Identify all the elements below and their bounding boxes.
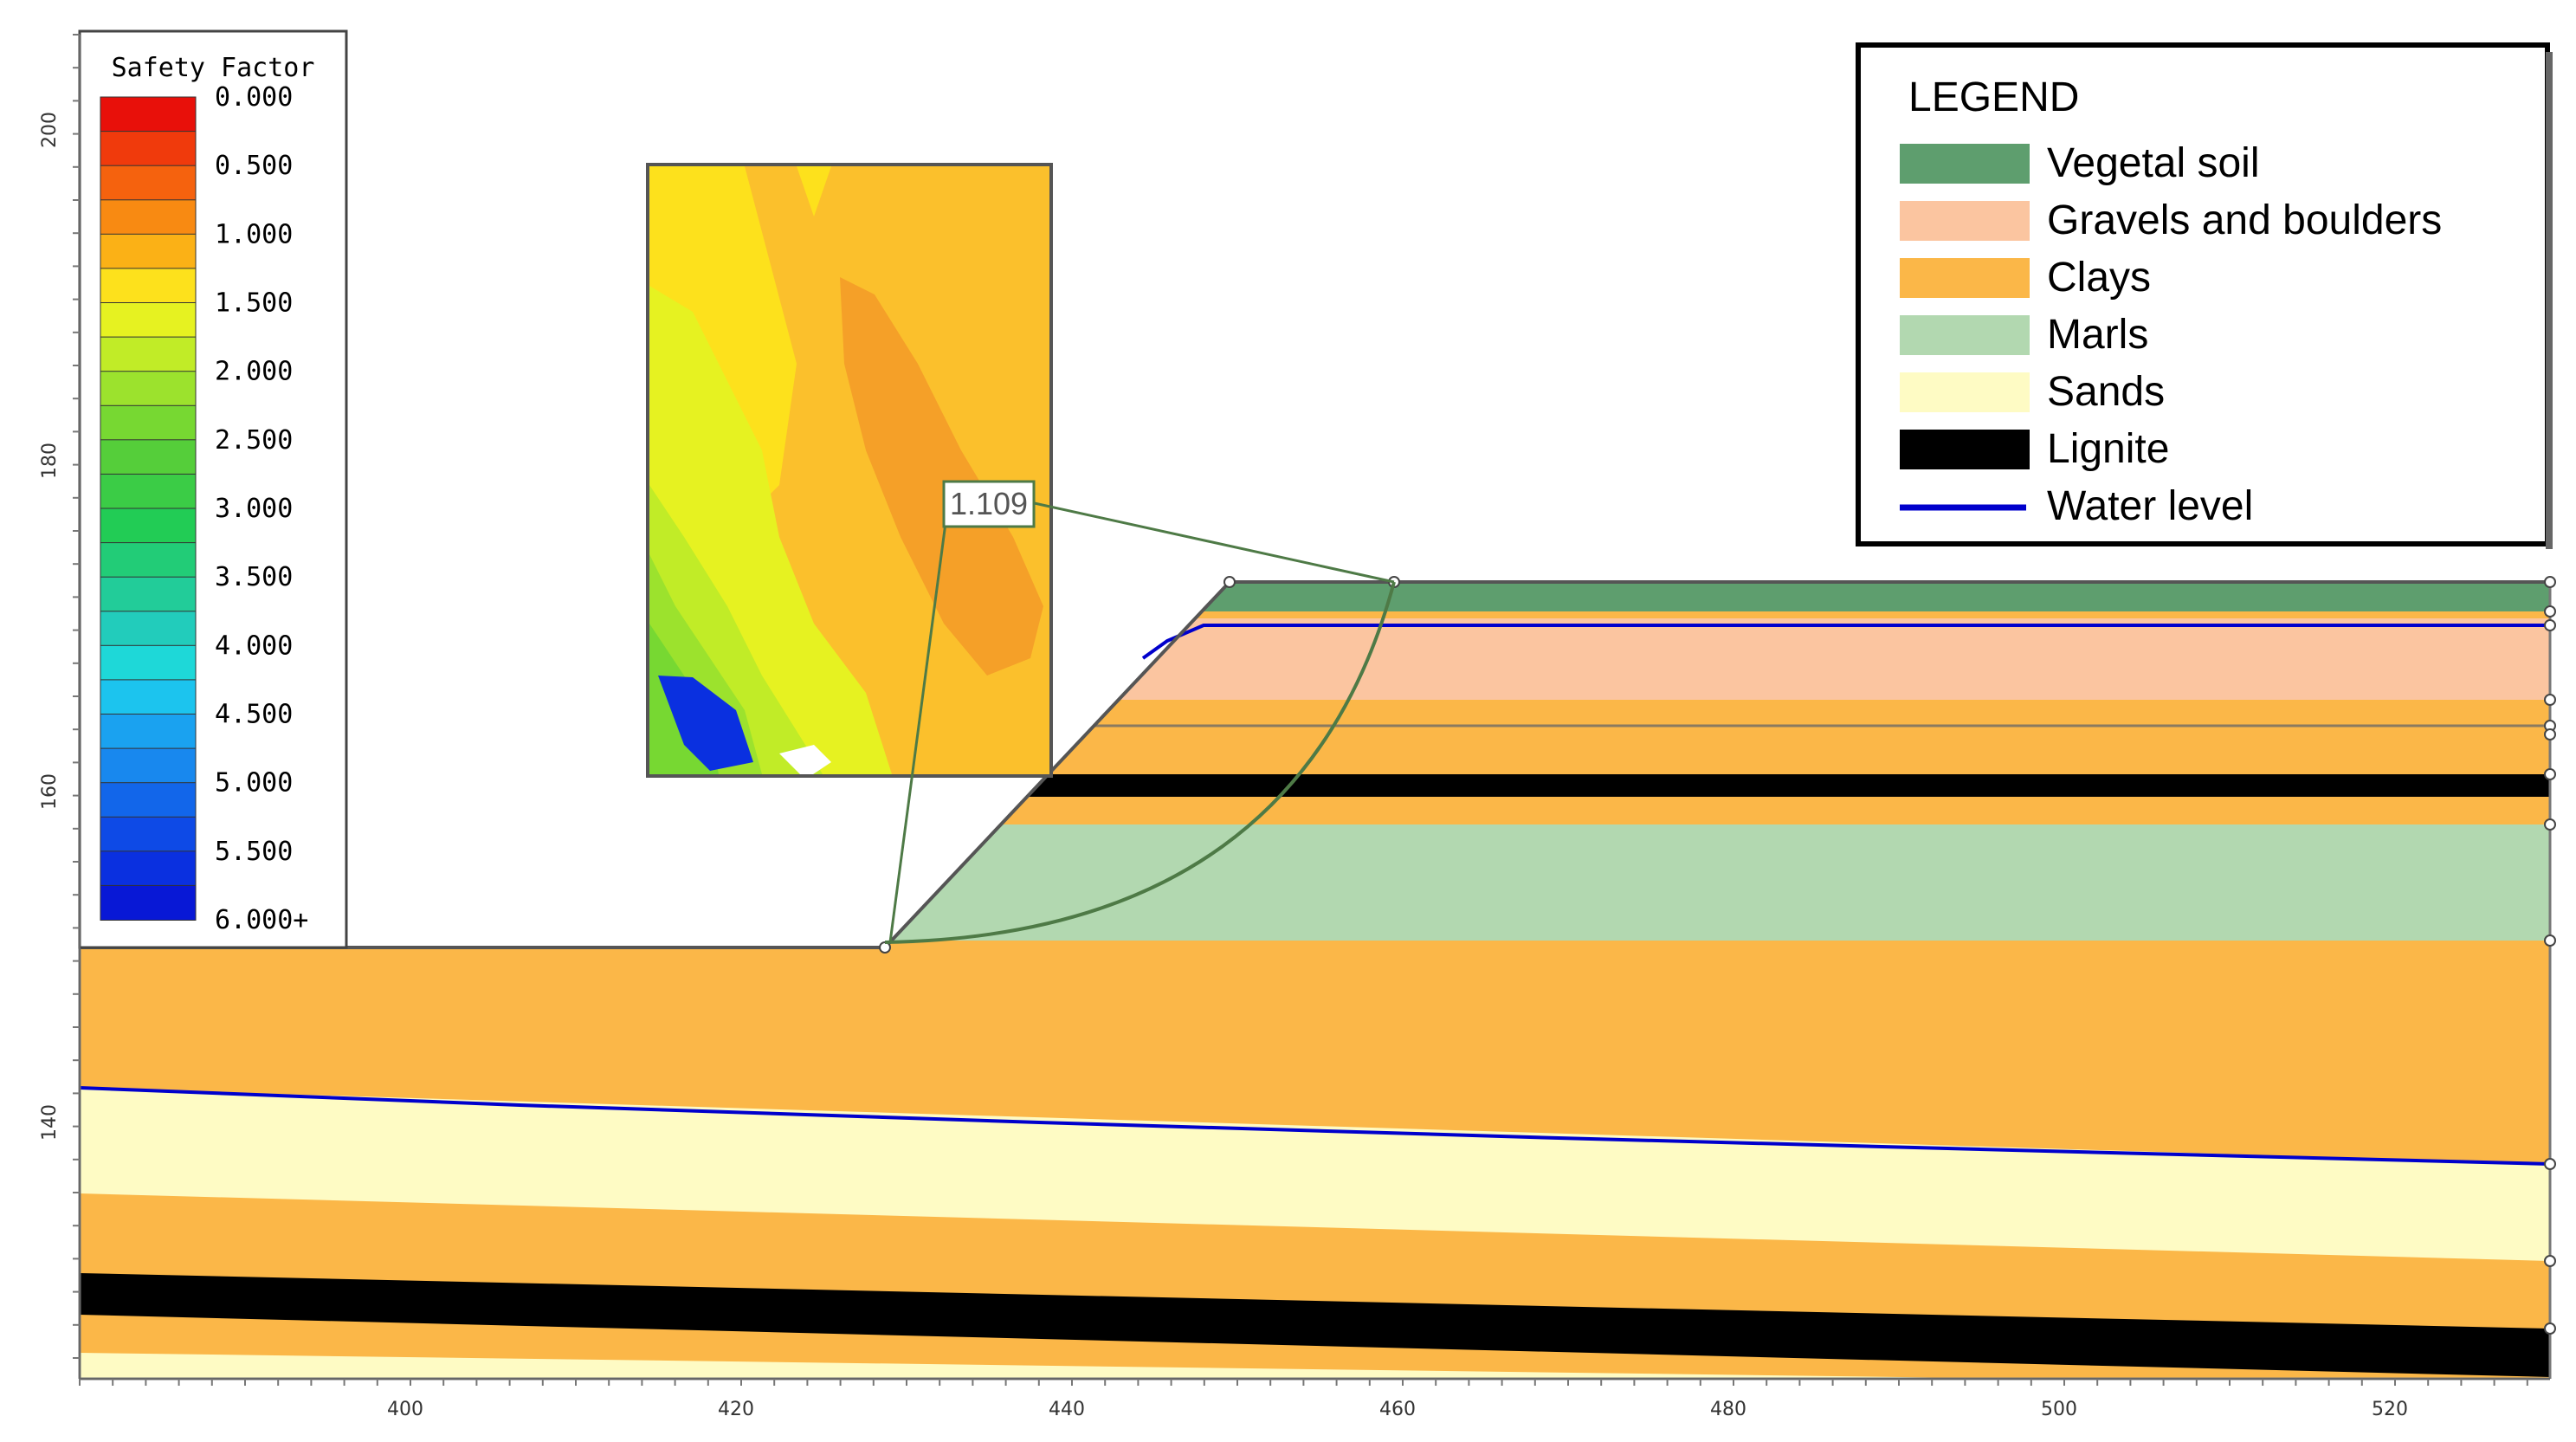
scale-swatches — [100, 96, 197, 921]
scale-swatch — [100, 747, 197, 784]
scale-swatch — [100, 131, 197, 167]
vegetal-soil-layer — [80, 582, 2550, 611]
scale-swatch — [100, 782, 197, 818]
scale-tick-label: 1.000 — [215, 219, 293, 249]
legend-label: Clays — [2047, 255, 2151, 301]
scale-swatch — [100, 268, 197, 304]
legend-label: Water level — [2047, 483, 2253, 529]
legend-title: LEGEND — [1908, 74, 2079, 120]
y-tick-label: 200 — [39, 112, 61, 148]
legend-item: Water level — [1900, 483, 2253, 529]
y-tick-label: 140 — [39, 1104, 61, 1141]
safety-factor-scale: Safety Factor 0.000 0.500 1.000 1.500 2.000 2… — [78, 29, 348, 949]
y-axis: 200 180 160 140 — [39, 34, 81, 1379]
scale-swatch — [100, 679, 197, 715]
critical-slip-surface — [884, 581, 1396, 944]
scale-tick-label: 2.500 — [215, 425, 293, 456]
scale-swatch — [100, 714, 197, 750]
scale-swatch — [100, 404, 197, 441]
legend-items: Vegetal soil Gravels and boulders Clays Mar… — [1900, 140, 2442, 529]
legend: LEGEND Vegetal soil Gravels and boulders C… — [1856, 42, 2553, 549]
water-level-upper — [1141, 624, 2550, 660]
clays-band — [80, 700, 2550, 734]
scale-tick-label: 1.500 — [215, 288, 293, 319]
scale-swatch — [100, 850, 197, 887]
legend-swatch — [1900, 315, 2030, 355]
gravels-layer — [80, 618, 2550, 700]
scale-swatch — [100, 336, 197, 372]
cross-section — [78, 576, 2556, 1381]
scale-swatch — [100, 199, 197, 236]
scale-swatch — [100, 96, 197, 133]
scale-swatch — [100, 611, 197, 647]
x-tick-label: 460 — [1379, 1399, 1416, 1420]
scale-title: Safety Factor — [112, 53, 315, 83]
legend-item: Vegetal soil — [1900, 140, 2260, 186]
legend-swatch — [1900, 258, 2030, 298]
x-tick-label: 440 — [1049, 1399, 1085, 1420]
x-tick-label: 520 — [2372, 1399, 2408, 1420]
scale-swatch — [100, 302, 197, 339]
x-tick-label: 500 — [2041, 1399, 2077, 1420]
zoom-inset — [646, 163, 1053, 778]
scale-swatch — [100, 644, 197, 681]
scale-tick-label: 3.500 — [215, 562, 293, 592]
scale-tick-label: 0.000 — [215, 82, 293, 113]
scale-tick-label: 2.000 — [215, 357, 293, 387]
scale-tick-label: 4.000 — [215, 630, 293, 661]
scale-tick-label: 5.000 — [215, 768, 293, 799]
scale-tick-label: 4.500 — [215, 700, 293, 730]
y-tick-label: 180 — [39, 443, 61, 479]
scale-tick-label: 0.500 — [215, 151, 293, 181]
marls-layer — [80, 824, 2550, 941]
legend-item: Lignite — [1900, 426, 2169, 472]
legend-label: Gravels and boulders — [2047, 197, 2442, 243]
scale-swatch — [100, 165, 197, 201]
scale-tick-label: 5.500 — [215, 837, 293, 867]
sands-layer-lower — [80, 1088, 2550, 1261]
callout-value: 1.109 — [950, 486, 1028, 521]
legend-swatch — [1900, 201, 2030, 241]
x-tick-label: 400 — [387, 1399, 423, 1420]
scale-swatch — [100, 508, 197, 544]
legend-label: Vegetal soil — [2047, 140, 2260, 186]
x-tick-label: 420 — [718, 1399, 754, 1420]
legend-item: Clays — [1900, 255, 2151, 301]
y-tick-label: 160 — [39, 773, 61, 810]
legend-swatch — [1900, 430, 2030, 469]
scale-swatch — [100, 371, 197, 407]
legend-swatch — [1900, 144, 2030, 184]
legend-label: Sands — [2047, 369, 2165, 415]
x-axis: 400 420 440 460 480 500 520 — [79, 1378, 2550, 1420]
scale-swatch — [100, 816, 197, 852]
scale-swatch — [100, 542, 197, 579]
x-tick-label: 480 — [1710, 1399, 1746, 1420]
scale-swatch — [100, 473, 197, 510]
scale-tick-label: 3.000 — [215, 494, 293, 524]
scale-swatch — [100, 576, 197, 612]
legend-swatch — [1900, 372, 2030, 412]
legend-item: Marls — [1900, 312, 2148, 358]
legend-item: Gravels and boulders — [1900, 197, 2442, 243]
scale-labels: 0.000 0.500 1.000 1.500 2.000 2.500 3.000 3.500… — [215, 82, 308, 935]
lignite-layer-lower — [80, 1273, 2550, 1377]
legend-label: Marls — [2047, 312, 2148, 358]
scale-swatch — [100, 233, 197, 269]
scale-swatch — [100, 884, 197, 921]
lignite-layer-upper — [80, 774, 2550, 797]
safety-factor-callout: 1.109 — [942, 480, 1036, 528]
water-level-lower — [79, 1086, 2551, 1166]
slope-boundary — [80, 580, 2550, 949]
scale-tick-label: 6.000+ — [215, 905, 308, 935]
legend-item: Sands — [1900, 369, 2165, 415]
legend-label: Lignite — [2047, 426, 2169, 472]
scale-swatch — [100, 439, 197, 475]
